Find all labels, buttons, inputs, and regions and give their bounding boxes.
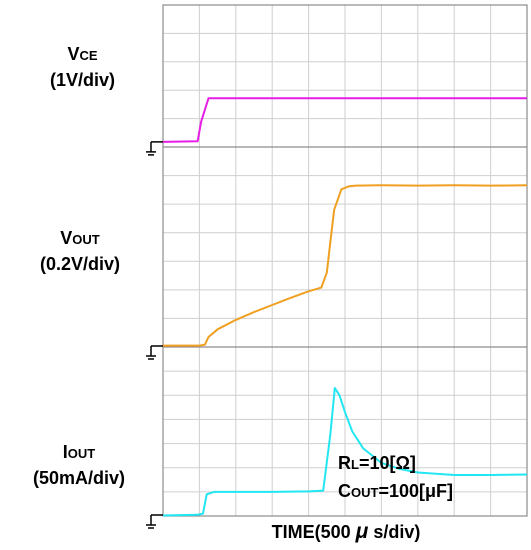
- annotation-rl: RL=10[Ω]: [338, 450, 528, 478]
- cout-main: C: [338, 481, 351, 501]
- vout-label-sub: OUT: [72, 232, 100, 247]
- ground-markers: [146, 141, 163, 529]
- vce-label-sub: CE: [79, 48, 98, 63]
- plot-frame: [162, 4, 528, 517]
- iout-trace: [162, 387, 528, 517]
- iout-label-sub: OUT: [67, 446, 96, 461]
- x-axis-label-mu: μ: [355, 520, 369, 543]
- vce-ground-icon: [146, 141, 163, 156]
- traces: [162, 97, 528, 517]
- x-axis-label: TIME(500 μ s/div): [163, 517, 529, 547]
- iout-scale: (50mA/div): [32, 468, 126, 488]
- rl-main: R: [338, 453, 351, 473]
- annotation-cout: COUT=100[μF]: [338, 478, 528, 506]
- annotation: RL=10[Ω] COUT=100[μF]: [338, 450, 528, 506]
- rl-value: =10[Ω]: [358, 453, 416, 473]
- x-axis-label-main: TIME(500: [271, 522, 351, 542]
- vce-trace: [162, 97, 527, 143]
- vout-scale: (0.2V/div): [39, 254, 121, 274]
- grid: [162, 4, 528, 517]
- iout-label: IOUT (50mA/div): [4, 440, 154, 490]
- vout-label: VOUT (0.2V/div): [10, 226, 150, 276]
- iout-label-main: I: [62, 442, 68, 462]
- cout-value: =100[μF]: [378, 481, 453, 501]
- vout-ground-icon: [146, 345, 163, 360]
- x-axis-label-tail: s/div): [373, 522, 421, 542]
- vce-scale: (1V/div): [49, 70, 115, 90]
- iout-ground-icon: [146, 514, 163, 529]
- vout-trace: [163, 184, 528, 347]
- rl-sub: L: [351, 457, 359, 472]
- vce-label: VCE (1V/div): [20, 42, 145, 92]
- vout-label-main: V: [60, 228, 73, 248]
- vce-label-main: V: [67, 44, 80, 64]
- cout-sub: OUT: [351, 485, 379, 500]
